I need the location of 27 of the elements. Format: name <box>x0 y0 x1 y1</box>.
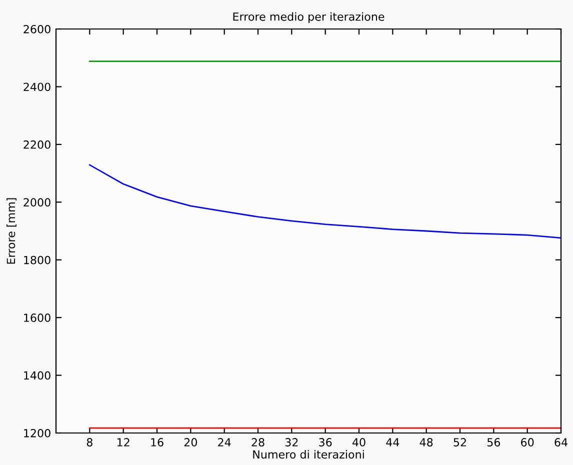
x-tick-label: 56 <box>487 438 500 446</box>
x-tick-label: 36 <box>319 438 332 446</box>
x-tick-label: 32 <box>285 438 298 446</box>
x-tick-label: 12 <box>117 438 130 446</box>
chart-title: Errore medio per iterazione <box>233 12 384 23</box>
y-tick-label: 1800 <box>24 256 50 264</box>
y-tick-label: 2000 <box>24 198 50 207</box>
x-tick-label: 40 <box>352 438 366 446</box>
x-tick-label: 8 <box>86 438 92 446</box>
x-axis-title: Numero di iterazioni <box>253 450 364 459</box>
y-tick-label: 1600 <box>24 314 50 322</box>
y-tick-label: 1400 <box>24 371 50 380</box>
x-tick-label: 20 <box>184 438 197 446</box>
x-tick-label: 64 <box>554 438 568 446</box>
x-tick-label: 24 <box>218 438 231 446</box>
x-tick-label: 28 <box>252 438 264 446</box>
y-tick-label: 1200 <box>24 428 50 438</box>
x-tick-label: 52 <box>454 438 466 446</box>
y-axis-title: Errore [mm] <box>6 198 16 264</box>
x-tick-label: 60 <box>521 438 534 446</box>
x-tick-label: 44 <box>386 438 400 446</box>
x-tick-label: 16 <box>151 438 164 446</box>
y-tick-label: 2200 <box>24 140 50 149</box>
y-tick-label: 2600 <box>24 24 50 34</box>
line-series <box>88 164 561 239</box>
y-tick-label: 2400 <box>24 82 50 92</box>
x-tick-label: 48 <box>420 438 433 446</box>
